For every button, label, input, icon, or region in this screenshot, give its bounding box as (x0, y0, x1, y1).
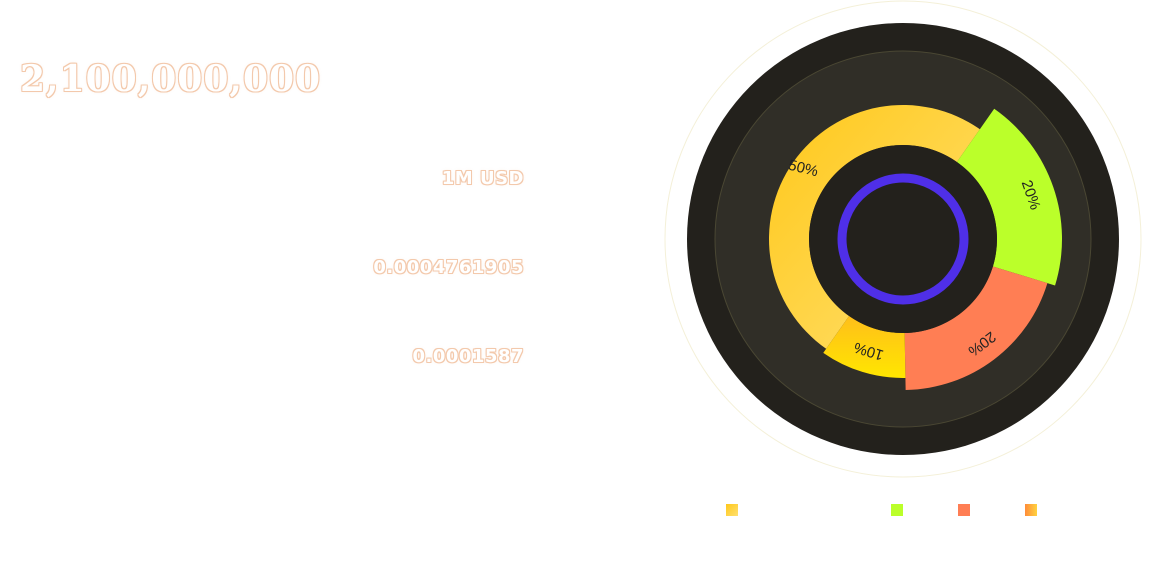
legend-swatch-4 (1025, 504, 1037, 516)
allocation-chart: 50% 20% 20% 10% (660, 0, 1146, 480)
chart-halo (664, 0, 1142, 478)
chart-slice-2[interactable] (956, 108, 1062, 286)
chart-slice-4[interactable] (823, 316, 906, 378)
chart-center-ring (837, 173, 969, 305)
legend-swatch-2 (891, 504, 903, 516)
legend-swatch-1 (726, 504, 738, 516)
chart-center-disc (809, 145, 997, 333)
chart-slice-3[interactable] (904, 266, 1048, 390)
chart-slice-label-1: 50% (787, 157, 820, 181)
total-supply: 2,100,000,000 (20, 58, 322, 100)
stat-value-1: 1M USD (441, 168, 524, 189)
chart-legend (0, 504, 1166, 518)
stat-value-3: 0.0001587 (412, 346, 524, 367)
stat-value-2: 0.0004761905 (373, 257, 524, 278)
chart-slice-1[interactable] (769, 104, 980, 349)
legend-swatch-3 (958, 504, 970, 516)
